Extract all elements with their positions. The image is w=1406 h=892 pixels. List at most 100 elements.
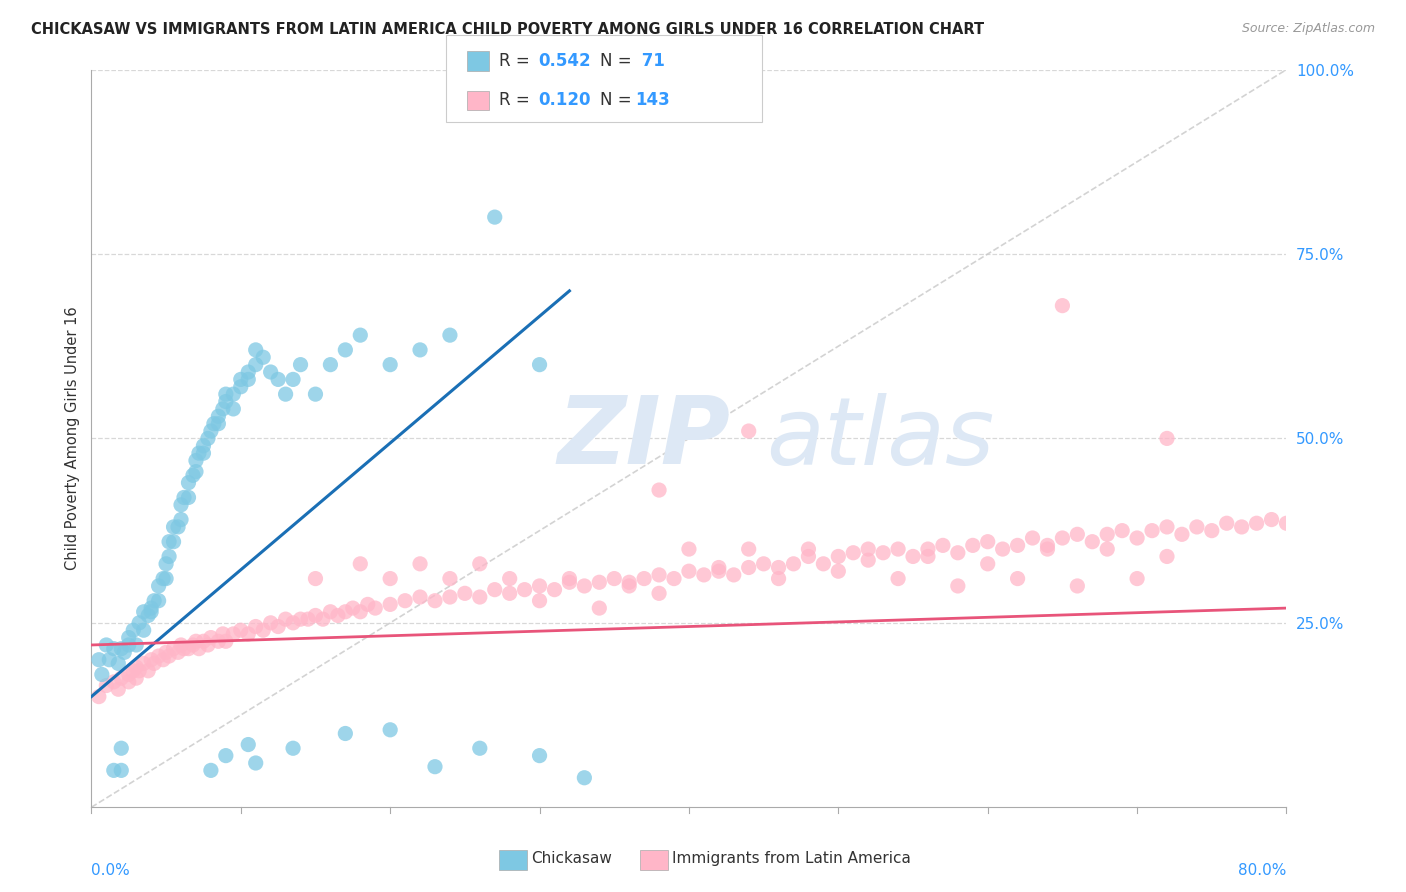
Point xyxy=(281,741,304,756)
Point xyxy=(136,608,159,623)
Point xyxy=(678,564,700,578)
Point xyxy=(128,664,150,678)
Point xyxy=(454,586,477,600)
Point xyxy=(619,575,641,590)
Point xyxy=(768,560,790,574)
Point xyxy=(162,520,184,534)
Point xyxy=(529,579,551,593)
Point xyxy=(128,615,150,630)
Point xyxy=(290,612,312,626)
Point xyxy=(181,638,204,652)
Point xyxy=(222,387,245,401)
Point xyxy=(558,572,581,586)
Point xyxy=(394,593,416,607)
Point xyxy=(423,760,446,774)
Point xyxy=(917,542,939,557)
Point xyxy=(170,638,193,652)
Text: N =: N = xyxy=(600,53,637,70)
Point xyxy=(90,667,112,681)
Point xyxy=(162,641,184,656)
Text: CHICKASAW VS IMMIGRANTS FROM LATIN AMERICA CHILD POVERTY AMONG GIRLS UNDER 16 CO: CHICKASAW VS IMMIGRANTS FROM LATIN AMERI… xyxy=(31,22,984,37)
Point xyxy=(103,764,125,778)
Point xyxy=(468,741,491,756)
Point xyxy=(200,424,222,438)
Point xyxy=(118,638,141,652)
Point xyxy=(148,648,170,663)
Point xyxy=(259,365,281,379)
Point xyxy=(197,432,219,446)
Point xyxy=(110,641,132,656)
Point xyxy=(1246,516,1268,531)
Point xyxy=(901,549,924,564)
Point xyxy=(188,641,211,656)
Point xyxy=(409,557,432,571)
Point xyxy=(181,468,204,483)
Point xyxy=(380,358,402,372)
Point xyxy=(1052,531,1074,545)
Point xyxy=(155,557,177,571)
Point xyxy=(319,605,342,619)
Point xyxy=(118,674,141,689)
Point xyxy=(1007,572,1029,586)
Point xyxy=(335,343,357,357)
Point xyxy=(215,387,238,401)
Text: 0.0%: 0.0% xyxy=(91,863,131,878)
Point xyxy=(148,593,170,607)
Point xyxy=(87,690,110,704)
Point xyxy=(439,328,461,343)
Text: Chickasaw: Chickasaw xyxy=(531,851,613,865)
Point xyxy=(529,748,551,763)
Point xyxy=(177,641,200,656)
Text: R =: R = xyxy=(499,53,536,70)
Point xyxy=(125,638,148,652)
Point xyxy=(170,512,193,526)
Point xyxy=(499,586,522,600)
Point xyxy=(707,560,730,574)
Point xyxy=(207,409,229,424)
Point xyxy=(946,546,969,560)
Point xyxy=(143,657,166,671)
Point xyxy=(125,671,148,685)
Point xyxy=(827,549,849,564)
Point xyxy=(439,590,461,604)
Point xyxy=(222,627,245,641)
Point xyxy=(304,572,326,586)
Point xyxy=(962,538,984,552)
Point xyxy=(304,608,326,623)
Point xyxy=(193,439,215,453)
Point xyxy=(122,624,145,638)
Point xyxy=(648,483,671,497)
Point xyxy=(409,590,432,604)
Point xyxy=(827,564,849,578)
Point xyxy=(349,328,371,343)
Point xyxy=(141,601,163,615)
Point xyxy=(1081,534,1104,549)
Point xyxy=(633,572,655,586)
Point xyxy=(543,582,565,597)
Point xyxy=(335,605,357,619)
Point xyxy=(707,564,730,578)
Point xyxy=(737,542,759,557)
Point xyxy=(141,605,163,619)
Point xyxy=(797,542,820,557)
Point xyxy=(574,579,596,593)
Point xyxy=(143,593,166,607)
Point xyxy=(678,542,700,557)
Text: atlas: atlas xyxy=(766,392,995,484)
Point xyxy=(858,553,880,567)
Point xyxy=(200,631,222,645)
Point xyxy=(858,542,880,557)
Point xyxy=(177,491,200,505)
Point xyxy=(290,358,312,372)
Point xyxy=(215,634,238,648)
Point xyxy=(141,653,163,667)
Point xyxy=(184,634,207,648)
Point xyxy=(1036,538,1059,552)
Point xyxy=(173,491,195,505)
Point xyxy=(409,343,432,357)
Point xyxy=(96,638,118,652)
Point xyxy=(155,572,177,586)
Point xyxy=(499,572,522,586)
Point xyxy=(1216,516,1239,531)
Text: R =: R = xyxy=(499,92,536,110)
